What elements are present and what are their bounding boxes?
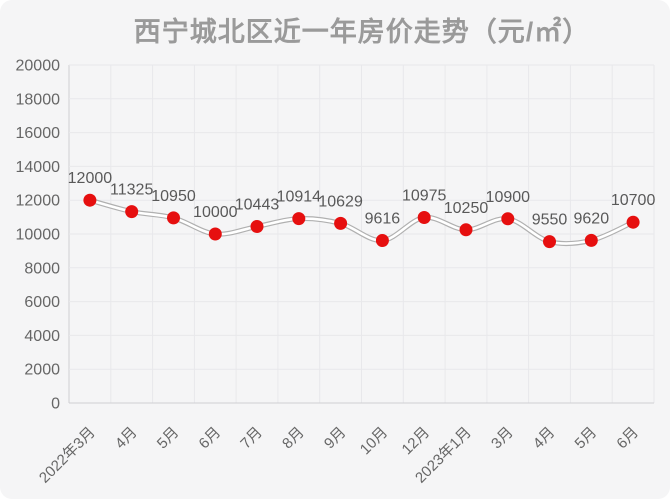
data-point-label: 10950 [151, 188, 196, 205]
data-point-marker [626, 215, 640, 229]
data-point-label: 12000 [68, 170, 113, 187]
data-point-label: 10914 [277, 189, 322, 206]
x-axis-tick-label: 6月 [196, 424, 225, 453]
y-axis-tick-label: 18000 [16, 91, 61, 108]
y-axis-tick-label: 8000 [24, 260, 60, 277]
data-point-label: 9620 [574, 210, 610, 227]
data-point-label: 10000 [193, 204, 238, 221]
x-axis-tick-label: 10月 [357, 424, 391, 458]
data-point-label: 10900 [486, 189, 531, 206]
data-point-label: 10250 [444, 200, 489, 217]
data-point-marker [167, 211, 180, 225]
data-point-marker [334, 216, 348, 230]
y-axis-tick-label: 16000 [16, 125, 61, 142]
data-point-label: 9616 [365, 211, 401, 228]
y-axis-tick-label: 12000 [16, 193, 61, 210]
data-point-marker [584, 233, 598, 247]
y-axis-tick-label: 10000 [16, 227, 61, 244]
x-axis-tick-label: 2022年3月 [36, 424, 99, 487]
y-axis-tick-label: 20000 [16, 58, 61, 75]
data-point-label: 9550 [532, 212, 568, 229]
y-axis-tick-label: 0 [51, 396, 60, 413]
data-point-label: 11325 [110, 182, 153, 199]
data-point-label: 10975 [402, 188, 447, 205]
data-point-marker [250, 220, 264, 233]
data-point-marker [292, 212, 306, 226]
data-point-marker [83, 193, 97, 207]
data-point-marker [125, 205, 139, 219]
data-point-marker [501, 212, 515, 226]
data-point-marker [543, 235, 556, 249]
x-axis-tick-label: 4月 [112, 424, 141, 453]
x-axis-tick-label: 5月 [154, 424, 183, 453]
x-axis-tick-label: 8月 [279, 424, 308, 453]
x-axis-tick-label: 6月 [613, 424, 642, 453]
x-axis-tick-label: 9月 [321, 424, 350, 453]
data-point-marker [375, 234, 389, 247]
y-axis-tick-label: 4000 [24, 328, 60, 345]
data-point-marker [208, 227, 222, 241]
chart-title: 西宁城北区近一年房价走势（元/㎡） [133, 17, 591, 47]
x-axis-tick-label: 7月 [237, 424, 266, 453]
data-point-label: 10629 [318, 193, 363, 210]
data-point-marker [417, 211, 431, 224]
data-point-label: 10700 [611, 192, 656, 209]
y-axis-tick-label: 2000 [24, 362, 60, 379]
y-axis-tick-label: 6000 [24, 294, 60, 311]
data-point-label: 10443 [235, 197, 280, 214]
data-point-marker [459, 223, 473, 237]
y-axis-tick-label: 14000 [16, 159, 61, 176]
x-axis-tick-label: 5月 [572, 424, 601, 453]
x-axis-tick-label: 4月 [530, 424, 559, 453]
x-axis-tick-label: 3月 [488, 424, 517, 453]
x-axis-tick-label: 12月 [399, 424, 433, 458]
